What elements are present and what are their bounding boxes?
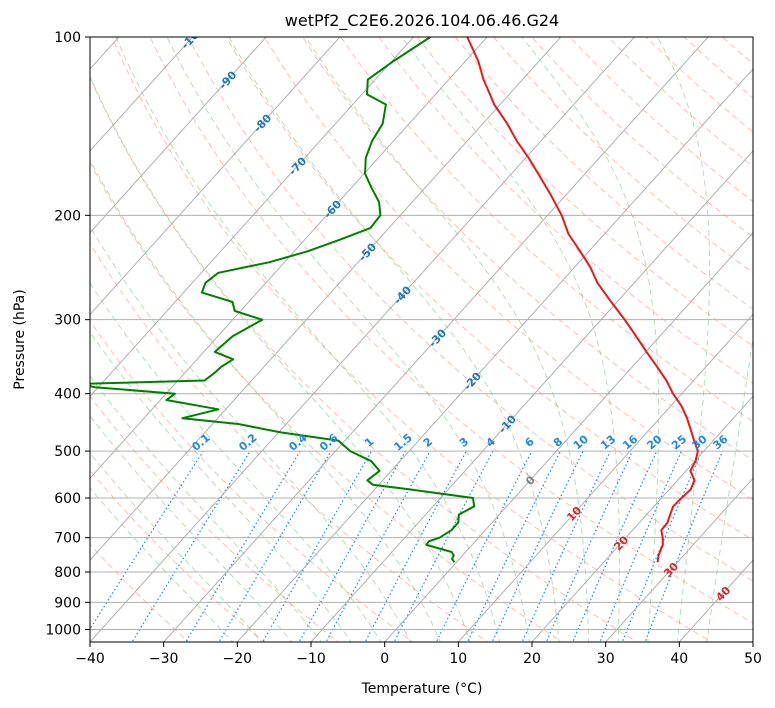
mixing-ratio-line (131, 450, 251, 642)
mixing-ratio-line (393, 450, 494, 642)
isotherm-gridline (90, 37, 636, 642)
mixing-ratio-line (90, 450, 204, 631)
grid-lines (90, 37, 753, 642)
dry-adiabat-line (264, 37, 753, 501)
x-tick-label: −40 (75, 651, 105, 667)
isotherm-gridline (90, 37, 267, 234)
mixing-ratio-line (599, 450, 682, 642)
x-tick-label: 20 (523, 651, 541, 667)
y-tick-label: 800 (54, 565, 81, 581)
dry-adiabat-line (378, 37, 753, 385)
y-tick-label: 1000 (45, 622, 81, 638)
y-tick-label: 600 (54, 491, 81, 507)
y-tick-label: 100 (54, 30, 81, 46)
isotherm-gridline (383, 231, 753, 642)
plot-frame (89, 36, 754, 643)
isotherm-gridline (604, 477, 753, 642)
x-tick-label: −10 (296, 651, 326, 667)
chart-title: wetPf2_C2E6.2026.104.06.46.G24 (285, 11, 559, 31)
moist-adiabat-line (90, 415, 293, 642)
isotherm-gridline (90, 37, 415, 398)
x-tick-label: 40 (670, 651, 688, 667)
y-tick-label: 400 (54, 387, 81, 403)
x-tick-label: 50 (744, 651, 762, 667)
x-tick-label: 0 (380, 651, 389, 667)
x-tick-label: 10 (449, 651, 467, 667)
y-tick-label: 900 (54, 595, 81, 611)
mixing-ratio-line (218, 450, 332, 642)
axis-ticks: −40 −30 −20 −10 0 10 20 30 40 50 100 200 300 400 500 60… (45, 30, 762, 667)
profile-lines (90, 37, 699, 563)
x-axis-title: Temperature (°C) (361, 681, 483, 697)
dewpoint-profile-line (90, 37, 476, 563)
isotherm-gridline (236, 68, 753, 642)
mixing-ratio-line (521, 450, 611, 642)
isotherm-gridline (531, 395, 753, 642)
isotherm-gridline (90, 37, 562, 561)
isotherm-gridline (90, 37, 341, 316)
dry-adiabat-line (90, 75, 638, 642)
temperature-profile-line (466, 37, 699, 563)
y-tick-label: 500 (54, 444, 81, 460)
dry-adiabat-line (302, 37, 753, 461)
dry-adiabat-line (340, 37, 753, 423)
mixing-ratio-line (621, 450, 703, 642)
dry-adiabat-line (90, 395, 340, 642)
x-tick-label: −30 (149, 651, 179, 667)
moist-adiabat-line (90, 225, 412, 642)
y-tick-label: 200 (54, 208, 81, 224)
x-tick-label: 30 (597, 651, 615, 667)
dry-adiabat-line (90, 320, 414, 642)
y-tick-label: 300 (54, 313, 81, 329)
moist-adiabat-line (90, 487, 234, 642)
y-tick-label: 700 (54, 531, 81, 547)
isotherm-gridline (90, 37, 488, 480)
mixing-ratio-line (644, 450, 724, 642)
moist-adiabat-line (90, 452, 264, 642)
moist-adiabat-line (90, 158, 441, 642)
isotherm-gridline (162, 37, 709, 642)
isotherm-gridline (90, 37, 194, 152)
isotherm-gridline (310, 150, 753, 642)
mixing-ratio-line (491, 450, 584, 642)
y-axis-title: Pressure (hPa) (12, 289, 28, 389)
isotherm-gridline (457, 313, 753, 642)
dry-adiabat-line (416, 37, 753, 347)
x-tick-label: −20 (223, 651, 253, 667)
